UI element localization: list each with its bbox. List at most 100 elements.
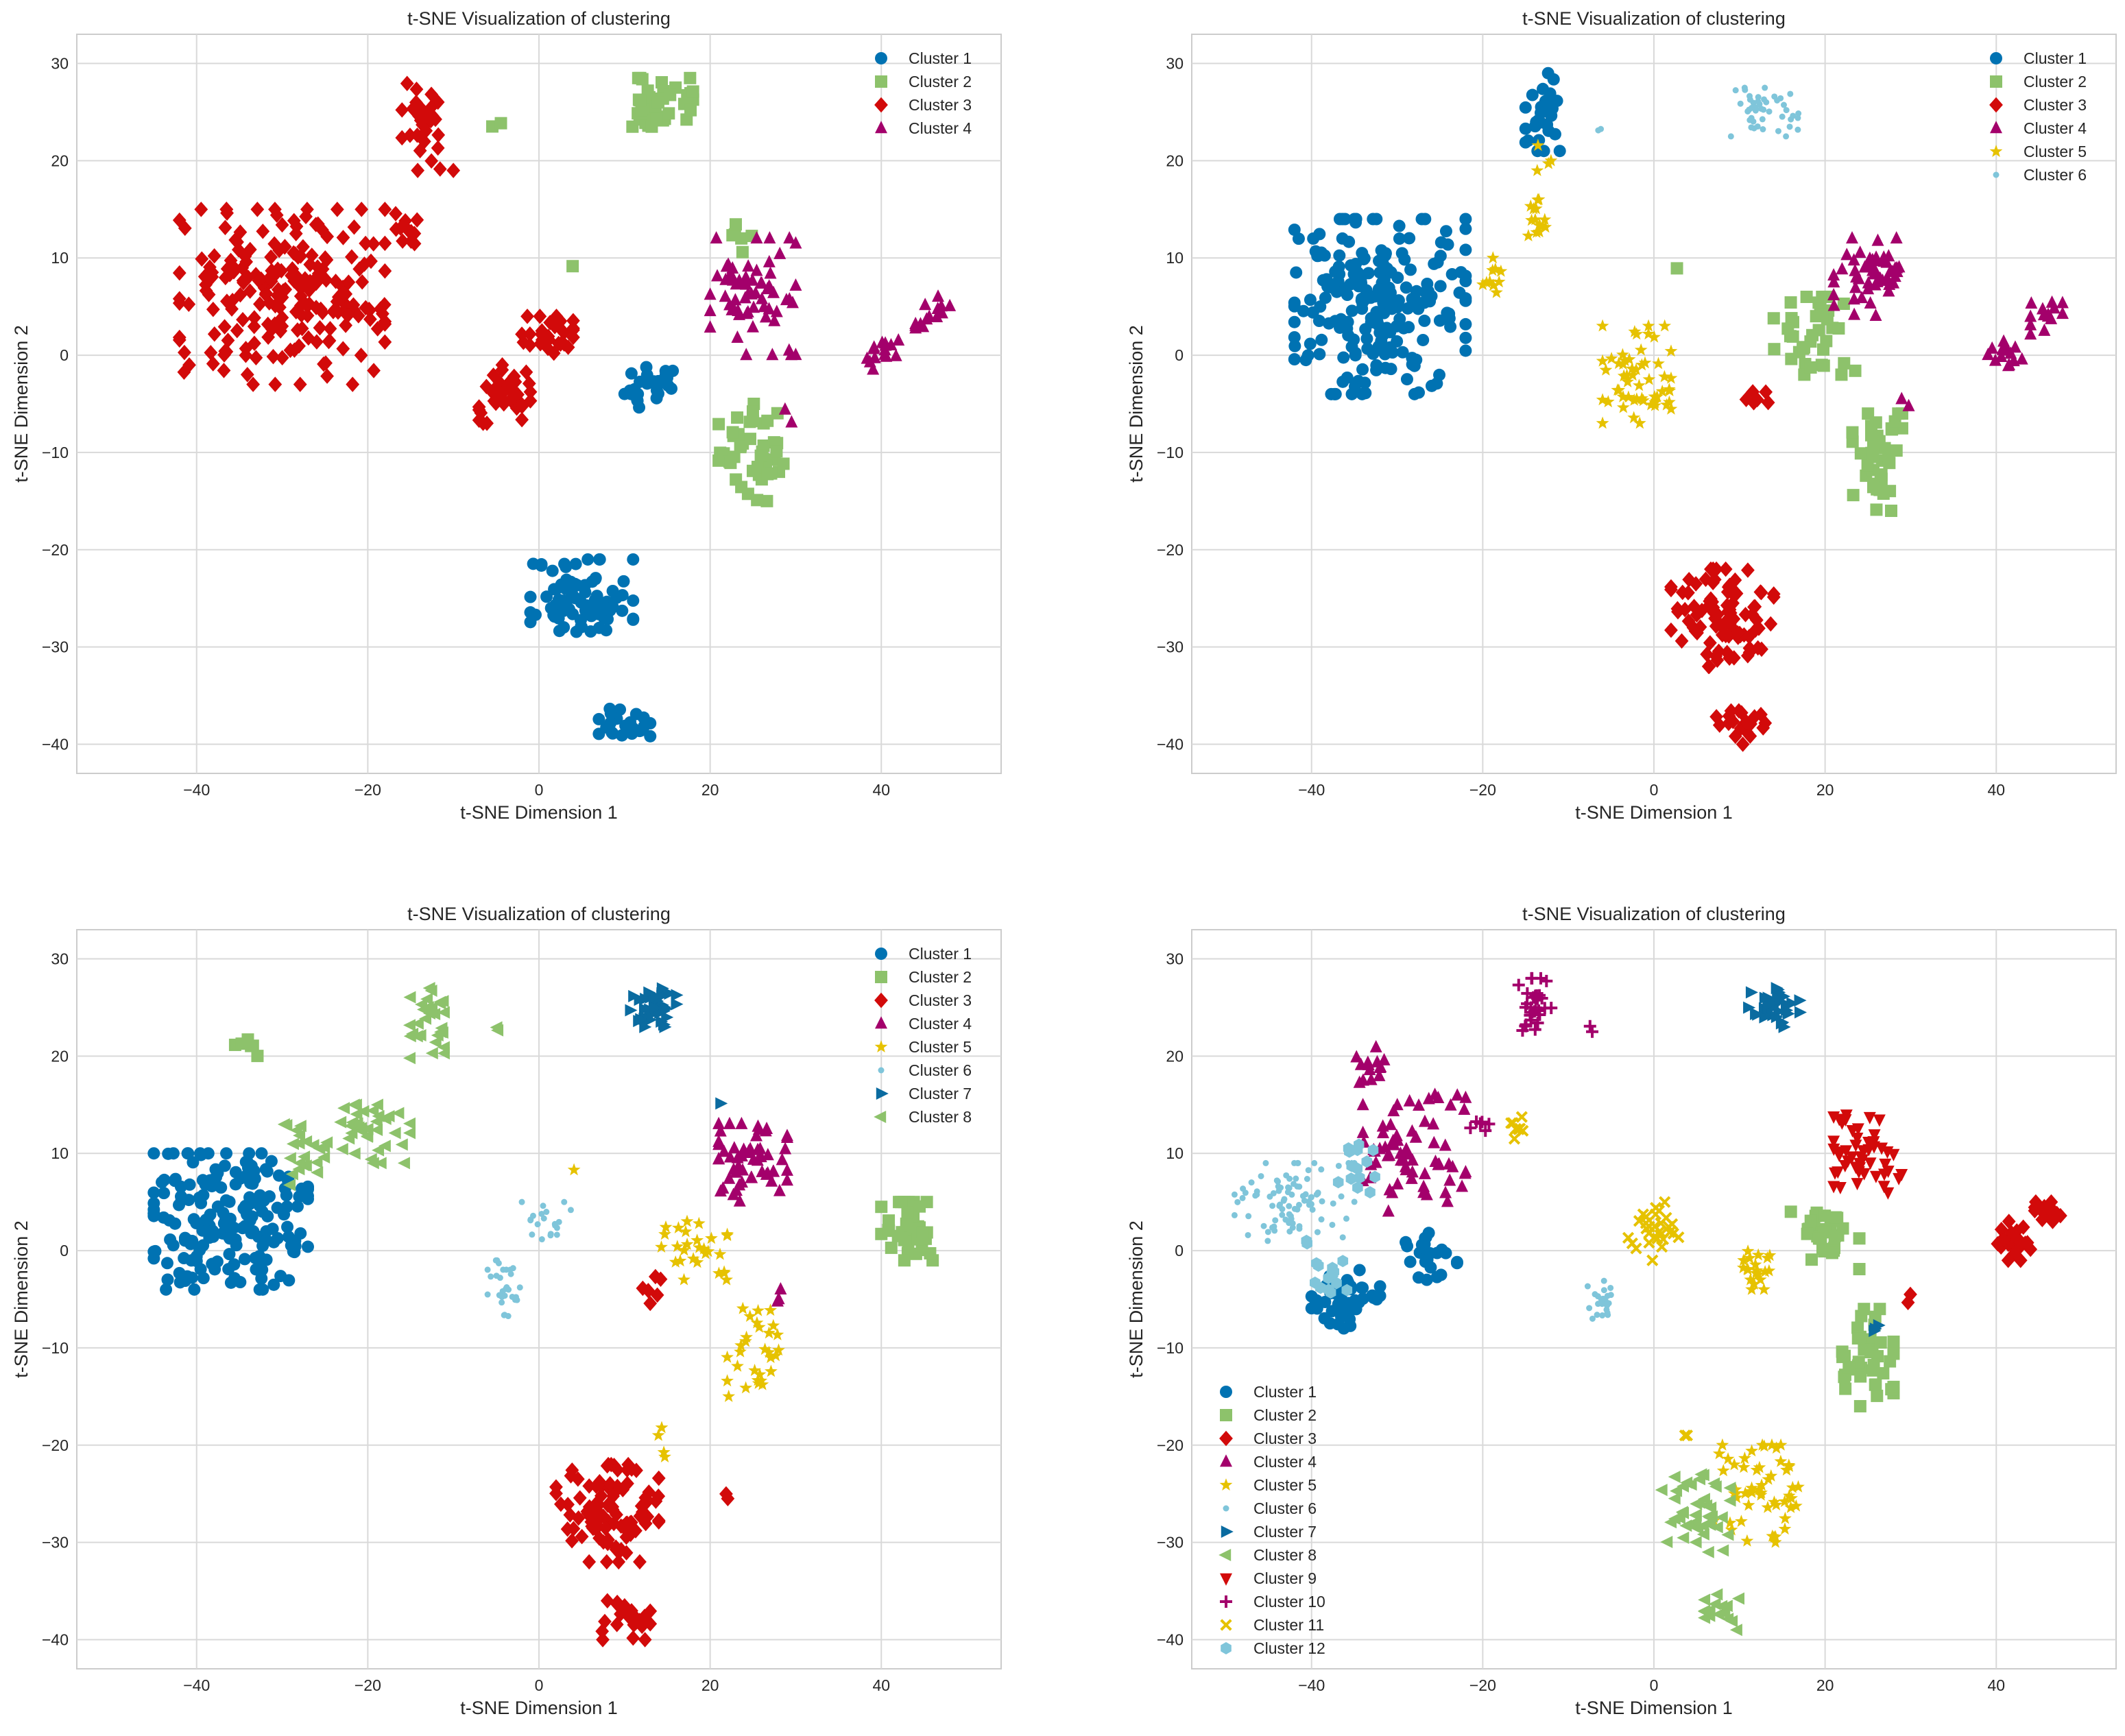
data-point (1622, 390, 1635, 403)
data-point (446, 162, 461, 178)
data-point (1763, 1249, 1777, 1262)
data-point (1404, 1255, 1417, 1268)
legend-marker (875, 971, 887, 983)
data-point (763, 254, 776, 267)
data-point (731, 330, 744, 343)
data-point (1768, 1535, 1782, 1548)
data-point (1792, 1480, 1805, 1493)
data-point (1458, 1102, 1471, 1115)
data-point (253, 1283, 266, 1296)
data-point (2028, 1199, 2042, 1216)
data-point (1795, 110, 1802, 117)
data-point (625, 1004, 638, 1017)
data-point (1328, 387, 1341, 400)
data-point (1658, 370, 1671, 383)
data-point (194, 202, 208, 217)
data-point (1775, 128, 1781, 134)
data-point (486, 367, 501, 383)
series-cluster-7 (625, 982, 728, 1110)
data-point (1742, 86, 1749, 93)
data-point (1367, 1291, 1380, 1304)
data-point (507, 368, 521, 385)
data-point (767, 1164, 780, 1177)
data-point (1827, 275, 1840, 288)
data-point (247, 318, 261, 335)
data-point (1397, 1153, 1410, 1166)
data-point (255, 1272, 268, 1285)
data-point (215, 1181, 228, 1194)
data-point (1415, 213, 1428, 226)
data-point (334, 1116, 347, 1129)
data-point (580, 599, 593, 612)
data-point (1856, 1154, 1869, 1167)
data-point (2035, 1211, 2050, 1228)
data-point (1664, 402, 1678, 415)
data-point (1335, 1162, 1342, 1169)
data-point (616, 589, 629, 602)
data-point (1635, 358, 1648, 371)
data-point (571, 1471, 585, 1487)
data-point (238, 1253, 251, 1266)
data-point (901, 1206, 914, 1219)
data-point (359, 235, 373, 252)
data-point (1766, 997, 1779, 1010)
data-point (172, 1198, 185, 1211)
data-point (1997, 1232, 2011, 1248)
data-point (1271, 1223, 1277, 1230)
data-point (354, 348, 368, 363)
x-tick-label: 20 (701, 1676, 719, 1694)
data-point (1838, 1349, 1851, 1362)
data-point (1434, 236, 1448, 249)
data-point (1319, 291, 1332, 304)
data-point (507, 1270, 514, 1277)
data-point (1603, 1306, 1610, 1313)
data-point (1726, 586, 1740, 602)
legend-label: Cluster 1 (909, 49, 972, 67)
data-point (1390, 320, 1403, 333)
data-point (589, 572, 602, 586)
data-point (1797, 341, 1810, 354)
data-point (236, 311, 250, 328)
data-point (1519, 122, 1532, 135)
points (1288, 67, 2069, 752)
data-point (283, 1152, 296, 1165)
data-point (351, 308, 365, 324)
data-point (1649, 1208, 1662, 1220)
data-point (731, 1359, 744, 1372)
y-axis-label: t-SNE Dimension 2 (11, 1220, 32, 1378)
data-point (1333, 267, 1346, 280)
data-point (590, 1498, 605, 1515)
data-point (1459, 317, 1472, 330)
data-point (241, 269, 255, 285)
data-point (772, 1343, 785, 1356)
data-point (161, 1273, 174, 1286)
data-point (634, 724, 647, 737)
data-point (783, 292, 796, 305)
data-point (318, 250, 333, 266)
y-axis-label: t-SNE Dimension 2 (1126, 1220, 1146, 1378)
data-point (520, 309, 534, 324)
data-point (493, 1273, 500, 1279)
legend-label: Cluster 12 (1253, 1639, 1325, 1657)
data-point (1352, 1162, 1363, 1175)
data-point (2048, 301, 2061, 314)
data-point (488, 1273, 494, 1280)
data-point (739, 1381, 753, 1394)
data-point (1838, 357, 1851, 370)
data-point (1299, 354, 1312, 367)
data-point (1489, 262, 1502, 275)
data-point (627, 613, 640, 626)
data-point (1288, 315, 1301, 328)
y-tick-label: 10 (51, 249, 69, 267)
data-point (1294, 1159, 1301, 1166)
data-point (769, 1349, 782, 1362)
data-point (1616, 348, 1629, 361)
data-point (1403, 232, 1416, 245)
data-point (410, 1030, 423, 1043)
data-point (596, 1632, 610, 1648)
data-point (195, 1148, 208, 1161)
data-point (240, 367, 254, 383)
data-point (1757, 106, 1764, 112)
data-point (1994, 1222, 2008, 1238)
data-point (1361, 1155, 1373, 1168)
